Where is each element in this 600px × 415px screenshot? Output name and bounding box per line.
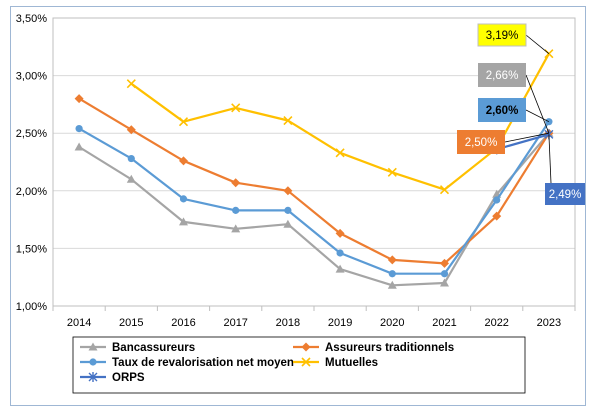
data-point-assureurs xyxy=(492,211,502,221)
series-line-assureurs xyxy=(78,97,550,265)
callout-box xyxy=(457,130,505,154)
data-point-mutuelles xyxy=(387,167,397,177)
x-tick-label: 2015 xyxy=(119,317,143,329)
x-tick-label: 2019 xyxy=(328,317,352,329)
data-point-mutuelles xyxy=(126,79,136,89)
legend-marker-orps xyxy=(88,372,98,382)
data-point-taux xyxy=(232,206,240,214)
callout-label: 2,49% xyxy=(549,189,582,201)
data-point-taux xyxy=(127,154,135,163)
y-tick-label: 3,50% xyxy=(16,13,47,25)
callout-leader xyxy=(504,132,549,143)
data-point-assureurs xyxy=(231,178,241,188)
x-tick-label: 2021 xyxy=(432,317,456,329)
x-tick-label: 2023 xyxy=(537,317,561,329)
legend-label: ORPS xyxy=(112,372,145,384)
y-axis-tick-labels: 1,00% 1,50% 2,00% 2,50% 3,00% 3,50% xyxy=(16,13,47,313)
callout-ass: 2,50% xyxy=(457,130,549,154)
data-point-assureurs xyxy=(283,186,293,196)
series-line-taux xyxy=(78,121,550,275)
callout-taux: 2,60% xyxy=(478,98,550,123)
data-point-bancassureurs xyxy=(440,278,449,287)
legend-item-orps: ORPS xyxy=(80,372,145,384)
legend-label: Mutuelles xyxy=(325,357,378,369)
data-point-taux xyxy=(440,270,449,278)
data-point-mutuelles xyxy=(439,185,450,195)
data-point-bancassureurs xyxy=(335,264,345,273)
data-point-taux xyxy=(388,270,396,278)
y-tick-label: 1,50% xyxy=(16,243,47,255)
legend-item-bancassureurs: Bancassureurs xyxy=(80,342,195,354)
data-point-assureurs xyxy=(387,255,397,265)
series-line-bancassureurs xyxy=(78,132,550,287)
legend-item-mutuelles: Mutuelles xyxy=(293,357,378,369)
callout-orps: 2,49% xyxy=(545,134,585,205)
x-tick-label: 2017 xyxy=(223,317,247,329)
callout-label: 2,66% xyxy=(486,70,519,82)
callout-box xyxy=(477,23,527,47)
series-lines xyxy=(74,49,554,289)
data-point-bancassureurs xyxy=(74,142,84,151)
x-axis-tick-labels: 2014 2015 2016 2017 2018 2019 2020 2021 2022 2023 xyxy=(67,317,561,329)
value-callouts: 3,19% 2,66% 2,60% 2,50% 2,49% xyxy=(457,23,585,205)
x-tick-label: 2018 xyxy=(276,317,300,329)
data-point-assureurs xyxy=(179,156,188,166)
data-point-mutuelles xyxy=(231,103,241,113)
data-point-taux xyxy=(75,124,83,133)
x-tick-label: 2022 xyxy=(484,317,508,329)
callout-leader xyxy=(548,134,552,184)
data-point-taux xyxy=(179,195,188,203)
x-tick-label: 2014 xyxy=(67,317,91,329)
callout-box xyxy=(478,63,526,87)
data-point-bancassureurs xyxy=(126,174,136,183)
y-tick-label: 2,50% xyxy=(16,128,47,140)
data-point-bancassureurs xyxy=(179,217,188,226)
gridlines xyxy=(52,17,576,311)
data-point-bancassureurs xyxy=(387,280,397,289)
x-tick-label: 2016 xyxy=(171,317,195,329)
callout-leader xyxy=(525,74,550,134)
legend-item-assureurs: Assureurs traditionnels xyxy=(293,342,454,354)
legend-marker-bancassureurs xyxy=(88,342,98,351)
legend: Bancassureurs Assureurs traditionnels Taux… xyxy=(72,336,526,394)
y-tick-label: 3,00% xyxy=(16,71,47,83)
callout-leader xyxy=(525,109,550,123)
data-point-assureurs xyxy=(440,258,449,268)
data-point-mutuelles xyxy=(335,148,345,158)
data-point-taux xyxy=(284,206,292,214)
legend-marker-assureurs xyxy=(301,342,311,352)
legend-marker-mutuelles xyxy=(301,357,311,367)
y-tick-label: 1,00% xyxy=(16,301,47,313)
data-point-bancassureurs xyxy=(231,224,241,233)
data-point-assureurs xyxy=(74,94,84,104)
data-point-taux xyxy=(336,249,344,257)
data-point-taux xyxy=(493,196,501,204)
callout-label: 2,50% xyxy=(465,137,498,149)
legend-marker-taux xyxy=(89,358,97,366)
data-point-mutuelles xyxy=(283,115,293,126)
callout-box xyxy=(545,183,585,205)
callout-box xyxy=(478,98,526,122)
legend-item-taux: Taux de revalorisation net moyen xyxy=(80,357,294,369)
legend-label: Bancassureurs xyxy=(112,342,195,354)
legend-label: Taux de revalorisation net moyen xyxy=(112,357,294,369)
callout-mut: 3,19% xyxy=(477,23,550,55)
x-tick-label: 2020 xyxy=(380,317,404,329)
data-point-bancassureurs xyxy=(283,219,293,228)
series-line-orps xyxy=(496,133,550,151)
series-taux xyxy=(75,118,553,278)
legend-label: Assureurs traditionnels xyxy=(325,342,454,354)
data-point-mutuelles xyxy=(178,117,189,127)
series-assureurs xyxy=(74,94,554,268)
data-point-assureurs xyxy=(126,125,136,135)
callout-label: 2,60% xyxy=(486,105,519,117)
callout-banc: 2,66% xyxy=(478,63,550,134)
y-tick-label: 2,00% xyxy=(16,186,47,198)
data-point-assureurs xyxy=(335,228,345,238)
callout-leader xyxy=(525,34,550,55)
callout-label: 3,19% xyxy=(486,30,519,42)
